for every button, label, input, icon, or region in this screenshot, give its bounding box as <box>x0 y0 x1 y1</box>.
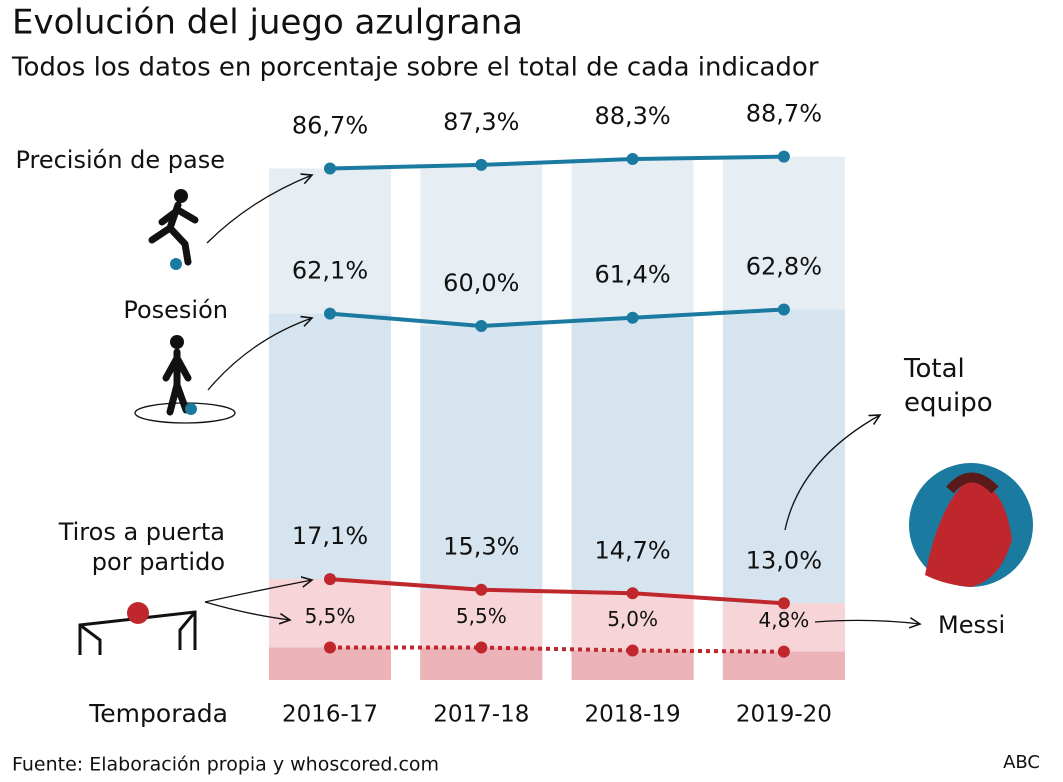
x-tick-label: 2019-20 <box>736 702 832 728</box>
series-line <box>330 645 784 654</box>
series-label: Posesión <box>123 296 228 324</box>
chart-subtitle: Todos los datos en porcentaje sobre el t… <box>11 53 819 83</box>
x-tick-label: 2018-19 <box>585 702 681 728</box>
point <box>475 583 488 596</box>
point <box>777 597 790 610</box>
point <box>626 153 639 166</box>
value-label: 5,5% <box>305 604 356 628</box>
point <box>626 311 639 324</box>
plot: 86,7% 87,3% 88,3% 88,7% 62,1% 60,0% 61,4% 62,8%… <box>292 100 822 658</box>
point <box>626 587 639 600</box>
point <box>475 158 488 171</box>
point <box>626 644 639 657</box>
series-line <box>329 307 785 329</box>
x-tick-label: 2016-17 <box>282 702 378 728</box>
value-label: 15,3% <box>443 533 519 561</box>
value-label: 5,0% <box>607 607 658 631</box>
point <box>324 641 336 654</box>
series-line <box>329 154 784 171</box>
bands <box>269 156 845 681</box>
point <box>777 303 790 316</box>
series-line <box>329 577 785 606</box>
value-label: 86,7% <box>292 111 368 139</box>
value-label: 61,4% <box>594 261 670 289</box>
value-label: 14,7% <box>594 536 670 564</box>
point <box>475 320 488 332</box>
value-label: 5,5% <box>456 604 507 628</box>
annotation: Total equipo <box>904 354 993 418</box>
icons <box>78 175 1033 655</box>
source: Fuente: Elaboración propia y whoscored.c… <box>12 754 439 776</box>
value-label: 62,1% <box>292 257 368 285</box>
value-label: 17,1% <box>292 522 368 550</box>
value-label: 60,0% <box>443 269 519 297</box>
point <box>777 645 790 658</box>
series-label: Messi <box>938 611 1006 639</box>
point <box>475 641 488 654</box>
value-label: 88,7% <box>746 100 822 128</box>
point <box>324 162 336 175</box>
value-label: 4,8% <box>758 608 809 632</box>
point <box>324 573 336 586</box>
value-label: 88,3% <box>594 102 670 130</box>
value-label: 13,0% <box>746 546 822 574</box>
chart-title: Evolución del juego azulgrana <box>12 3 523 43</box>
series-label: Tiros a puerta por partido <box>58 518 225 576</box>
point <box>324 307 336 320</box>
point <box>777 150 790 163</box>
value-label: 62,8% <box>746 252 822 280</box>
value-label: 87,3% <box>443 108 519 136</box>
x-tick-label: 2017-18 <box>433 702 529 728</box>
credit: ABC <box>1003 752 1040 773</box>
series-label: Precisión de pase <box>15 146 225 174</box>
x-axis-label: Temporada <box>88 699 228 728</box>
